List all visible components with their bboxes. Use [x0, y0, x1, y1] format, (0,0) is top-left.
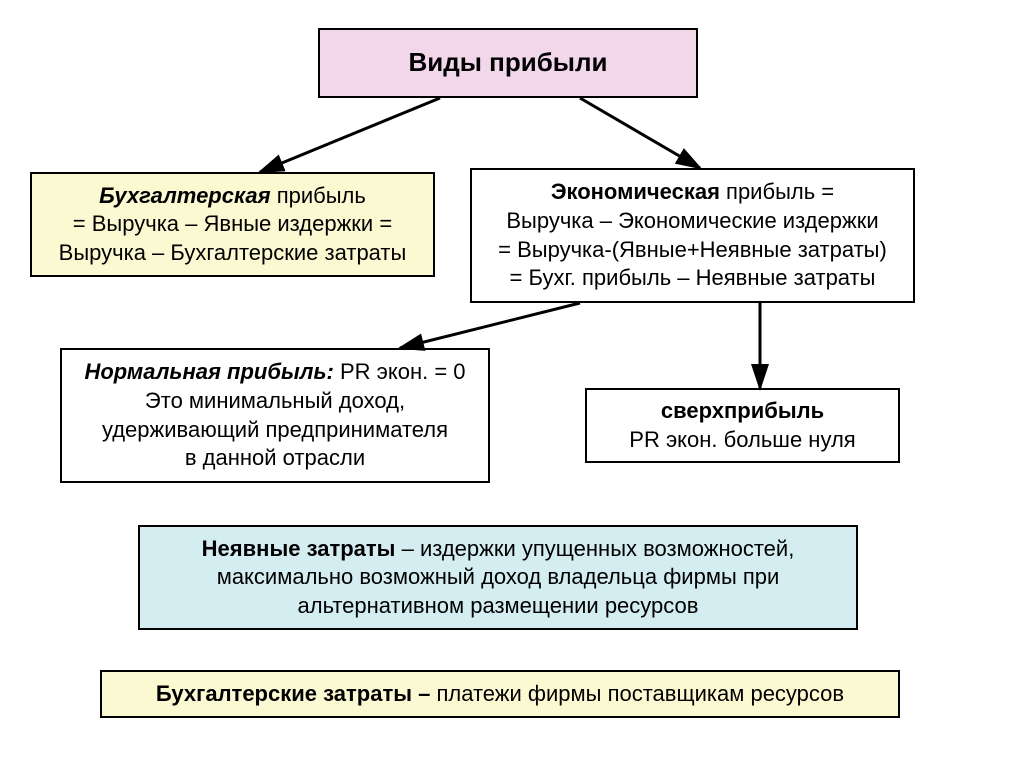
- implicit-heading: Неявные затраты: [202, 536, 396, 561]
- implicit-line1: Неявные затраты – издержки упущенных воз…: [202, 535, 795, 564]
- super-line2: PR экон. больше нуля: [629, 426, 855, 455]
- normal-heading: Нормальная прибыль:: [84, 359, 333, 384]
- implicit-costs-box: Неявные затраты – издержки упущенных воз…: [138, 525, 858, 630]
- accounting-heading: Бухгалтерская прибыль: [99, 182, 366, 211]
- accounting-heading-suffix: прибыль: [271, 183, 366, 208]
- arrow: [400, 303, 580, 348]
- accosts-heading: Бухгалтерские затраты –: [156, 681, 437, 706]
- normal-line3: удерживающий предпринимателя: [102, 416, 448, 445]
- accounting-costs-box: Бухгалтерские затраты – платежи фирмы по…: [100, 670, 900, 718]
- super-profit-box: сверхприбыль PR экон. больше нуля: [585, 388, 900, 463]
- normal-heading-row: Нормальная прибыль: PR экон. = 0: [84, 358, 465, 387]
- normal-profit-box: Нормальная прибыль: PR экон. = 0 Это мин…: [60, 348, 490, 483]
- normal-line4: в данной отрасли: [185, 444, 365, 473]
- economic-line4: = Бухг. прибыль – Неявные затраты: [510, 264, 876, 293]
- accounting-profit-box: Бухгалтерская прибыль = Выручка – Явные …: [30, 172, 435, 277]
- implicit-line3: альтернативном размещении ресурсов: [298, 592, 699, 621]
- accounting-line3: Выручка – Бухгалтерские затраты: [59, 239, 407, 268]
- accounting-heading-prefix: Бухгалтерская: [99, 183, 270, 208]
- economic-line3: = Выручка-(Явные+Неявные затраты): [498, 236, 887, 265]
- arrow: [260, 98, 440, 172]
- economic-heading-prefix: Экономическая: [551, 179, 720, 204]
- normal-line2: Это минимальный доход,: [145, 387, 405, 416]
- title-box: Виды прибыли: [318, 28, 698, 98]
- implicit-suffix1: – издержки упущенных возможностей,: [395, 536, 794, 561]
- implicit-line2: максимально возможный доход владельца фи…: [217, 563, 780, 592]
- economic-profit-box: Экономическая прибыль = Выручка – Эконом…: [470, 168, 915, 303]
- accosts-line: Бухгалтерские затраты – платежи фирмы по…: [156, 680, 844, 709]
- economic-heading-suffix: прибыль =: [720, 179, 834, 204]
- accosts-suffix: платежи фирмы поставщикам ресурсов: [436, 681, 844, 706]
- super-heading: сверхприбыль: [661, 397, 824, 426]
- title-text: Виды прибыли: [408, 46, 607, 80]
- economic-line2: Выручка – Экономические издержки: [506, 207, 878, 236]
- arrow: [580, 98, 700, 168]
- normal-heading-suffix: PR экон. = 0: [334, 359, 466, 384]
- accounting-line2: = Выручка – Явные издержки =: [73, 210, 392, 239]
- economic-heading: Экономическая прибыль =: [551, 178, 834, 207]
